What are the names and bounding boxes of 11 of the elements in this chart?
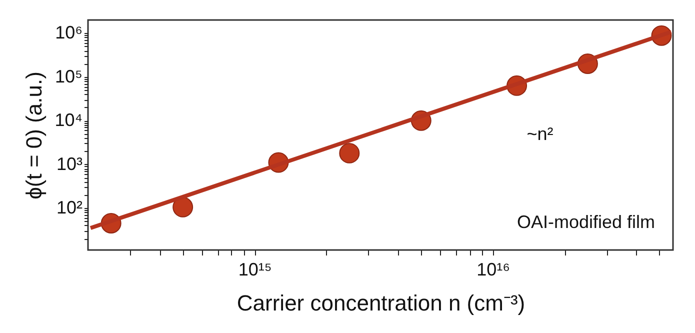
y-tick-label: 10⁶ [55,22,82,43]
y-tick-label: 10³ [56,154,83,174]
annotation: ~n² [526,124,554,144]
y-tick-label: 10⁵ [55,66,82,86]
y-tick-label: 10² [56,198,83,218]
annotation: OAI-modified film [516,212,655,232]
x-tick-label: 10¹⁵ [238,260,272,280]
x-tick-label: 10¹⁶ [476,260,510,280]
x-axis-title: Carrier concentration n (cm⁻³) [236,290,526,316]
y-axis-title: ϕ(t = 0) (a.u.) [22,72,47,200]
y-tick-label: 10⁴ [54,110,82,130]
